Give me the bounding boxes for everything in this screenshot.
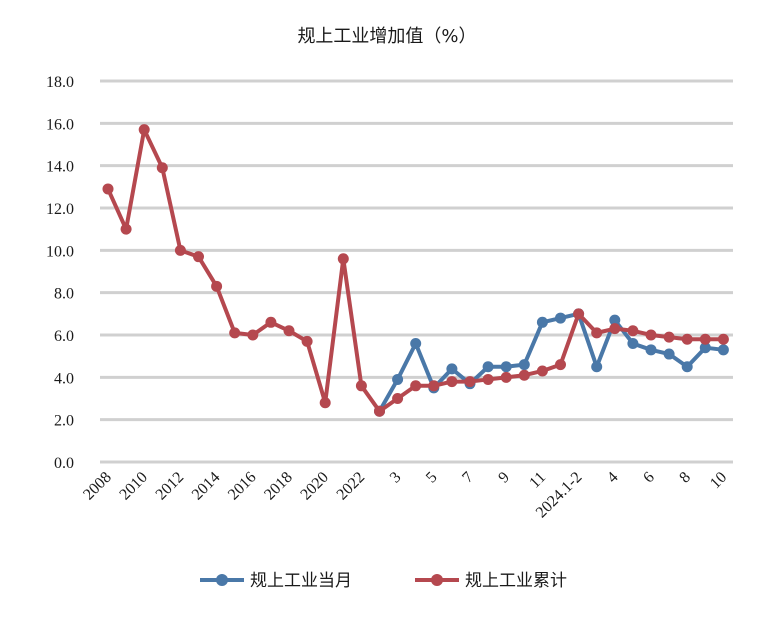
data-point-monthly [500,361,512,373]
data-point-monthly [555,312,566,324]
x-tick-label: 9 [495,469,513,487]
chart-title: 规上工业增加值（%） [297,26,476,47]
data-point-cumulative [229,327,241,339]
data-point-monthly [518,359,530,371]
x-tick-label: 4 [604,469,622,487]
y-tick-label: 12.0 [46,201,74,218]
data-point-monthly [392,373,404,385]
y-tick-label: 0.0 [54,455,74,472]
y-tick-label: 8.0 [54,286,74,303]
data-point-cumulative [699,333,711,345]
x-tick-label: 2022 [334,469,369,504]
data-point-cumulative [627,325,639,337]
data-point-monthly [717,344,729,356]
data-point-cumulative [591,327,603,339]
data-point-cumulative [482,373,494,385]
x-tick-label: 7 [459,469,477,487]
data-point-cumulative [410,380,422,392]
x-tick-label: 10 [707,469,730,492]
y-tick-label: 6.0 [54,328,74,345]
x-tick-label: 11 [526,469,549,492]
data-point-cumulative [555,359,566,371]
data-point-cumulative [247,329,259,341]
data-point-cumulative [573,308,585,320]
data-point-cumulative [355,380,367,392]
data-point-cumulative [518,369,530,381]
y-tick-label: 14.0 [46,159,74,176]
series-line-monthly [377,311,724,413]
data-point-monthly [591,361,603,373]
data-point-cumulative [446,376,458,388]
x-tick-label: 3 [387,469,405,487]
data-point-cumulative [283,325,295,337]
data-point-cumulative [138,124,150,136]
data-point-monthly [663,348,675,360]
data-point-monthly [446,363,458,375]
data-point-cumulative [717,333,729,345]
data-point-cumulative [193,251,204,263]
series-line-cumulative [106,127,724,414]
data-point-monthly [645,344,657,356]
data-point-cumulative [265,316,277,328]
x-tick-label: 2016 [225,469,260,504]
gridlines [100,79,733,464]
data-point-monthly [699,342,711,354]
data-point-cumulative [663,331,675,343]
data-point-cumulative [609,323,621,335]
data-point-monthly [482,361,494,373]
series-cumulative [102,124,729,417]
data-point-monthly [410,337,422,349]
legend-label-monthly: 规上工业当月 [250,571,352,591]
x-tick-label: 8 [676,469,694,487]
data-point-cumulative [319,397,331,409]
x-tick-label: 2012 [153,469,188,504]
data-point-cumulative [374,405,385,417]
data-point-monthly [536,316,548,328]
data-point-monthly [627,337,639,349]
x-tick-label: 2020 [297,469,332,504]
y-axis: 0.0 2.0 4.0 6.0 8.0 10.0 12.0 14.0 16.0 18.0 [46,74,74,472]
y-tick-label: 2.0 [54,413,74,430]
data-point-cumulative [428,380,440,392]
legend-marker-cumulative [431,574,443,586]
data-point-cumulative [211,280,223,292]
data-point-cumulative [464,376,476,388]
x-tick-label: 2014 [189,469,224,504]
plot-area [102,124,729,417]
data-point-monthly [681,361,693,373]
data-point-cumulative [681,333,693,345]
x-tick-label: 2010 [116,469,151,504]
data-point-cumulative [174,244,186,256]
x-tick-label: 2018 [261,469,296,504]
data-point-cumulative [337,253,349,265]
series-monthly [374,308,729,417]
data-point-monthly [609,314,621,326]
x-tick-label: 5 [423,469,441,487]
legend: 规上工业当月 规上工业累计 [200,571,567,591]
y-tick-label: 10.0 [46,243,74,260]
data-point-cumulative [102,183,114,195]
data-point-cumulative [536,365,548,377]
x-tick-label: 2008 [80,469,115,504]
data-point-cumulative [156,162,168,174]
y-tick-label: 18.0 [46,74,74,91]
data-point-cumulative [645,329,657,341]
x-axis: 2008 2010 2012 2014 2016 2018 2020 2022 3 5 7 9 1120… [80,469,730,522]
y-tick-label: 16.0 [46,116,74,133]
x-tick-label: 6 [640,469,658,487]
legend-marker-monthly [216,574,228,586]
legend-label-cumulative: 规上工业累计 [465,571,567,591]
data-point-cumulative [500,371,512,383]
data-point-cumulative [120,223,132,235]
y-tick-label: 4.0 [54,370,74,387]
data-point-cumulative [301,335,313,347]
data-point-cumulative [392,393,404,404]
